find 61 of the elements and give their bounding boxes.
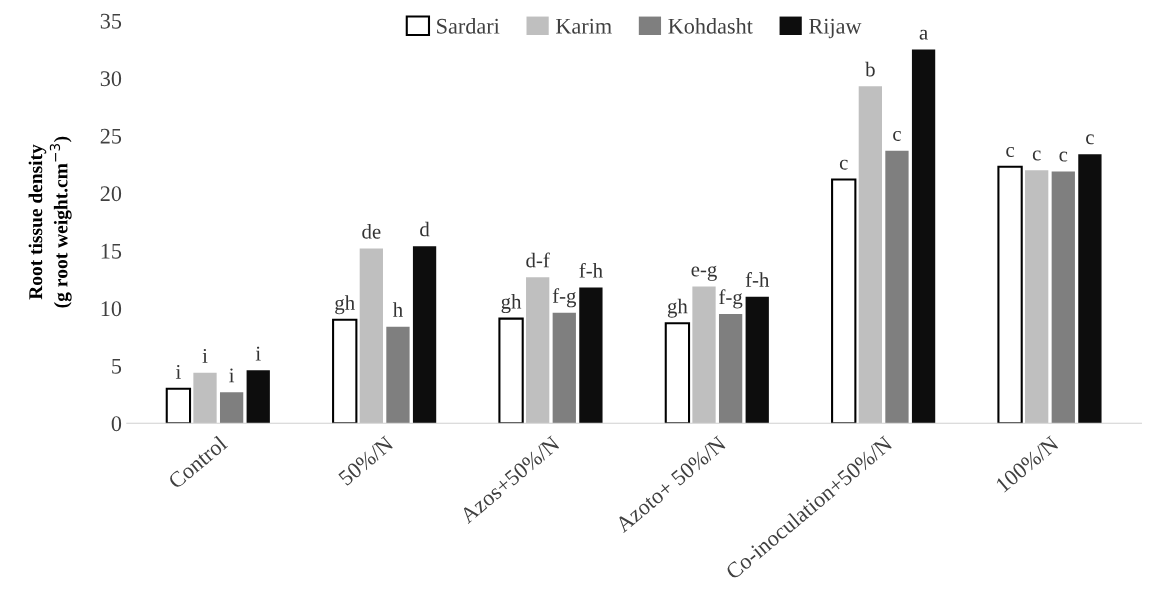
data-label: gh (335, 295, 355, 315)
y-tick-label: 5 (112, 358, 122, 374)
bar (332, 318, 358, 424)
data-label: c (1086, 134, 1094, 145)
bar (579, 287, 603, 424)
bar (498, 317, 524, 424)
data-label: f-h (745, 272, 770, 287)
legend-label: Karim (556, 18, 612, 34)
bar (858, 86, 882, 424)
y-tick-label: 20 (100, 186, 122, 202)
bar (165, 387, 192, 424)
bar (664, 322, 691, 424)
legend-label: Rijaw (809, 18, 862, 39)
data-label: gh (501, 294, 522, 314)
data-label: i (175, 364, 181, 379)
data-label: a (919, 29, 928, 40)
data-label: b (865, 61, 875, 77)
data-label: i (202, 348, 208, 363)
bar (412, 246, 437, 424)
y-tick-label: 25 (100, 128, 122, 144)
data-label: c (1032, 150, 1041, 161)
bar (193, 372, 217, 424)
y-tick-label: 35 (100, 13, 122, 29)
bar (1025, 170, 1049, 424)
bar (246, 370, 270, 424)
data-label: c (1006, 146, 1015, 157)
data-label: d-f (526, 252, 550, 268)
legend-label: Kohdasht (668, 18, 753, 34)
data-label: f-h (579, 262, 603, 278)
data-label: f-g (552, 288, 577, 308)
data-label: e-g (691, 265, 717, 281)
y-tick-label: 30 (100, 71, 122, 87)
bar (552, 312, 576, 424)
bar (386, 326, 410, 424)
data-label: gh (667, 298, 688, 318)
y-tick-label: 15 (101, 243, 122, 259)
bar (911, 49, 936, 424)
y-tick-label: 0 (111, 416, 122, 432)
data-label: c (839, 159, 848, 170)
legend-label: Sardari (437, 18, 500, 34)
bar (997, 165, 1023, 424)
bar (1051, 171, 1075, 424)
data-label: f-g (719, 289, 743, 309)
data-label: de (362, 224, 381, 239)
bar (885, 150, 909, 424)
bar (526, 277, 550, 424)
data-label: c (1059, 151, 1068, 162)
bar (219, 392, 244, 424)
bar (359, 248, 383, 424)
data-label: h (392, 302, 403, 317)
bar (831, 178, 857, 424)
data-label: i (255, 346, 261, 361)
bar (692, 286, 716, 424)
y-axis-title: Root tissue density (g root weight.cm$^{−3}$) (28, 136, 72, 308)
data-label: d (420, 221, 430, 237)
data-label: i (229, 368, 235, 383)
bar (1078, 154, 1102, 424)
bar (745, 296, 769, 424)
bar (718, 314, 743, 424)
data-label: c (893, 130, 901, 141)
y-tick-label: 10 (101, 301, 122, 317)
